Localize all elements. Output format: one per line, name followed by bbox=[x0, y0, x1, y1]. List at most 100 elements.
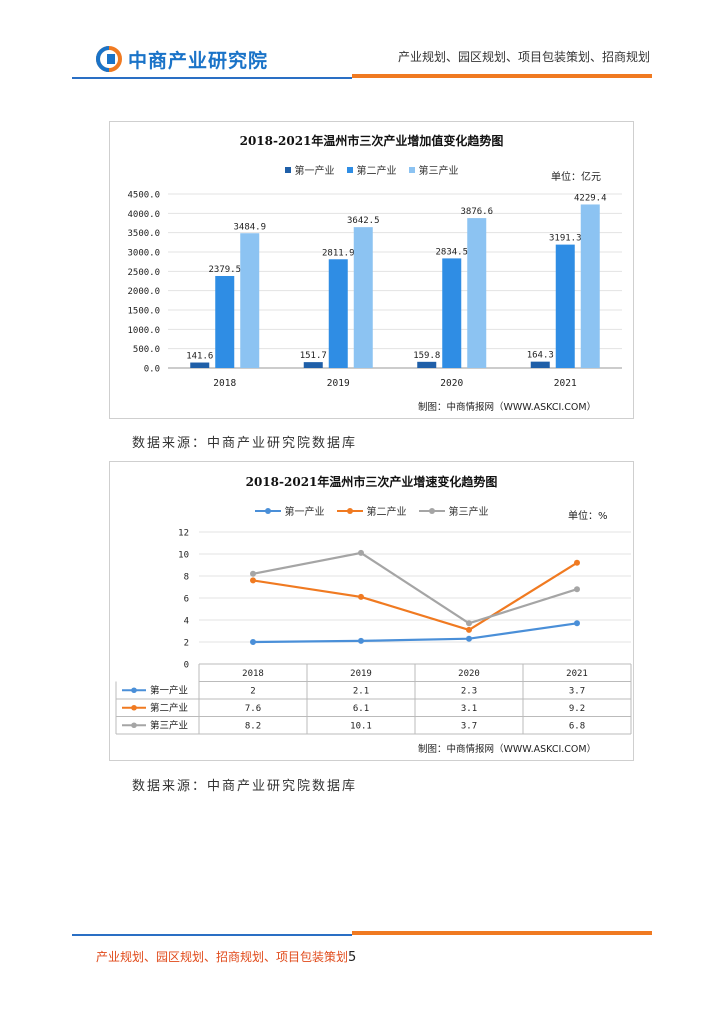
bar-chart-credit: 制图：中商情报网（WWW.ASKCI.COM） bbox=[418, 402, 597, 413]
data-label: 164.3 bbox=[527, 351, 554, 361]
legend-line-third bbox=[418, 507, 445, 514]
data-label: 2379.5 bbox=[208, 265, 241, 275]
legend-label-second: 第二产业 bbox=[356, 166, 397, 177]
footer-divider-blue bbox=[72, 934, 352, 936]
legend-item-third: 第三产业 bbox=[408, 162, 459, 177]
bar bbox=[530, 361, 550, 368]
y-tick-label: 0.0 bbox=[144, 365, 160, 375]
y-tick-label: 2 bbox=[184, 639, 189, 649]
bar-chart-title: 2018-2021年温州市三次产业增加值变化趋势图 bbox=[239, 134, 504, 148]
bar bbox=[215, 275, 235, 368]
table-header-cell: 2018 bbox=[242, 669, 264, 679]
legend-label-first: 第一产业 bbox=[284, 507, 325, 518]
data-point bbox=[358, 593, 364, 600]
bar bbox=[467, 218, 487, 368]
y-tick-label: 12 bbox=[178, 529, 189, 539]
bar bbox=[580, 204, 600, 368]
legend-item-first: 第一产业 bbox=[284, 162, 335, 177]
series-line bbox=[252, 551, 578, 625]
data-label: 159.8 bbox=[413, 351, 440, 361]
legend-line-first bbox=[254, 507, 281, 514]
legend-item-second: 第二产业 bbox=[336, 503, 407, 518]
x-tick-label: 2018 bbox=[213, 378, 236, 389]
legend-swatch-first bbox=[284, 166, 291, 173]
table-row-label: 第三产业 bbox=[150, 720, 188, 732]
bar bbox=[353, 227, 373, 368]
footer-tagline: 产业规划、园区规划、招商规划、项目包装策划 bbox=[96, 950, 349, 964]
data-label: 3484.9 bbox=[233, 222, 266, 232]
logo-icon bbox=[96, 46, 122, 72]
y-tick-label: 4000.0 bbox=[127, 210, 160, 220]
table-cell: 7.6 bbox=[245, 704, 261, 714]
series-line bbox=[252, 622, 578, 644]
table-cell: 2 bbox=[250, 687, 255, 697]
table-cell: 6.1 bbox=[353, 704, 369, 714]
data-label: 2811.9 bbox=[322, 248, 355, 258]
y-tick-label: 500.0 bbox=[133, 345, 160, 355]
x-tick-label: 2019 bbox=[327, 378, 350, 389]
table-row-label: 第一产业 bbox=[150, 685, 188, 697]
company-logo: 中商产业研究院 bbox=[96, 44, 268, 74]
footer-divider-orange bbox=[352, 931, 652, 935]
table-header-cell: 2021 bbox=[566, 669, 588, 679]
table-header-cell: 2020 bbox=[458, 669, 480, 679]
data-label: 151.7 bbox=[300, 351, 327, 361]
y-tick-label: 2500.0 bbox=[127, 268, 160, 278]
y-tick-label: 0 bbox=[184, 661, 189, 671]
bar bbox=[555, 244, 575, 368]
data-point bbox=[250, 570, 256, 577]
table-cell: 10.1 bbox=[350, 722, 372, 732]
table-cell: 2.1 bbox=[353, 687, 369, 697]
bar-chart-plot: 0.0 500.0 1000.0 1500.0 2000.0 2500.0 3000.0 35… bbox=[127, 191, 622, 389]
legend-item-first: 第一产业 bbox=[254, 503, 325, 518]
data-source-note: 数据来源：中商产业研究院数据库 bbox=[132, 779, 358, 794]
line-chart-credit: 制图：中商情报网（WWW.ASKCI.COM） bbox=[418, 744, 597, 755]
legend-label-third: 第三产业 bbox=[418, 166, 459, 177]
bar-chart-unit: 单位：亿元 bbox=[551, 172, 601, 183]
bar bbox=[442, 258, 462, 368]
data-point bbox=[466, 626, 472, 633]
line-chart-plot: 0 2 4 6 8 10 12 2018 2019 2020 2021 第一产业 2 2.1 2.3 3.7 第… bbox=[115, 529, 632, 735]
y-tick-label: 3000.0 bbox=[127, 249, 160, 259]
data-label: 4229.4 bbox=[574, 193, 607, 203]
header-divider-blue bbox=[72, 77, 352, 79]
header-divider-orange bbox=[352, 74, 652, 78]
bar bbox=[190, 362, 210, 368]
table-cell: 9.2 bbox=[569, 704, 585, 714]
line-chart-title: 2018-2021年温州市三次产业增速变化趋势图 bbox=[245, 475, 498, 489]
table-row-label: 第二产业 bbox=[150, 702, 188, 714]
legend-swatch-third bbox=[408, 166, 415, 173]
data-point bbox=[574, 620, 580, 627]
data-label: 141.6 bbox=[186, 352, 213, 362]
data-point bbox=[250, 639, 256, 645]
data-label: 2834.5 bbox=[435, 247, 468, 257]
line-chart-panel: 2018-2021年温州市三次产业增速变化趋势图 第一产业 第二产业 第三产业 … bbox=[109, 461, 634, 761]
data-label: 3876.6 bbox=[460, 207, 493, 217]
bar bbox=[240, 233, 260, 368]
table-cell: 3.7 bbox=[569, 687, 585, 697]
bar-chart-legend: 第一产业 第二产业 第三产业 bbox=[110, 162, 633, 177]
legend-label-third: 第三产业 bbox=[448, 507, 489, 518]
legend-item-second: 第二产业 bbox=[346, 162, 397, 177]
table-cell: 3.1 bbox=[461, 704, 477, 714]
header-tagline: 产业规划、园区规划、项目包装策划、招商规划 bbox=[397, 50, 650, 64]
legend-label-first: 第一产业 bbox=[294, 166, 335, 177]
y-tick-label: 4 bbox=[184, 617, 189, 627]
line-chart-legend: 第一产业 第二产业 第三产业 bbox=[110, 503, 633, 518]
x-tick-label: 2020 bbox=[440, 378, 463, 389]
data-point bbox=[574, 559, 580, 566]
y-tick-label: 8 bbox=[184, 573, 189, 583]
bar bbox=[417, 361, 437, 368]
data-point bbox=[358, 549, 364, 556]
table-legend-marker bbox=[131, 722, 137, 729]
table-cell: 3.7 bbox=[461, 722, 477, 732]
data-point bbox=[250, 577, 256, 584]
line-chart-unit: 单位：% bbox=[568, 511, 608, 522]
legend-item-third: 第三产业 bbox=[418, 503, 489, 518]
logo-text: 中商产业研究院 bbox=[128, 49, 269, 72]
y-tick-label: 1500.0 bbox=[127, 307, 160, 317]
y-tick-label: 6 bbox=[184, 595, 189, 605]
bar bbox=[303, 362, 323, 368]
legend-label-second: 第二产业 bbox=[366, 507, 407, 518]
data-label: 3191.3 bbox=[549, 234, 582, 244]
